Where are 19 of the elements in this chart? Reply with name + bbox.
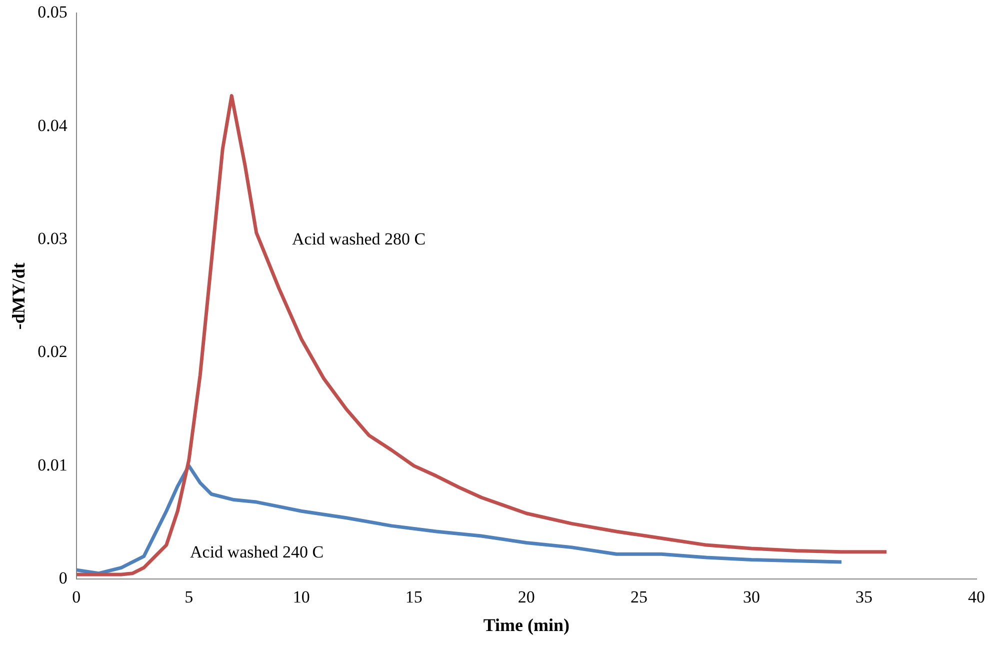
y-tick-label: 0.05 [38, 2, 68, 22]
y-tick-label: 0.02 [38, 342, 68, 362]
y-tick-label: 0 [58, 568, 68, 588]
x-tick-label: 35 [855, 588, 872, 607]
annotation: Acid washed 240 C [190, 542, 324, 562]
annotation: Acid washed 280 C [292, 229, 426, 248]
x-tick-label: 20 [518, 588, 535, 607]
x-axis-title: Time (min) [483, 614, 570, 635]
x-tick-label: 10 [292, 588, 310, 607]
x-tick-label: 15 [405, 588, 422, 607]
x-tick-label: 5 [184, 588, 194, 607]
y-tick-label: 0.04 [38, 116, 68, 135]
x-tick-label: 25 [630, 588, 648, 607]
x-tick-label: 30 [742, 588, 760, 607]
x-tick-label: 0 [72, 588, 81, 607]
y-axis-title: -dMY/dt [8, 262, 28, 330]
x-tick-label: 40 [968, 588, 985, 607]
y-tick-label: 0.03 [38, 228, 68, 248]
y-tick-label: 0.01 [38, 455, 68, 474]
